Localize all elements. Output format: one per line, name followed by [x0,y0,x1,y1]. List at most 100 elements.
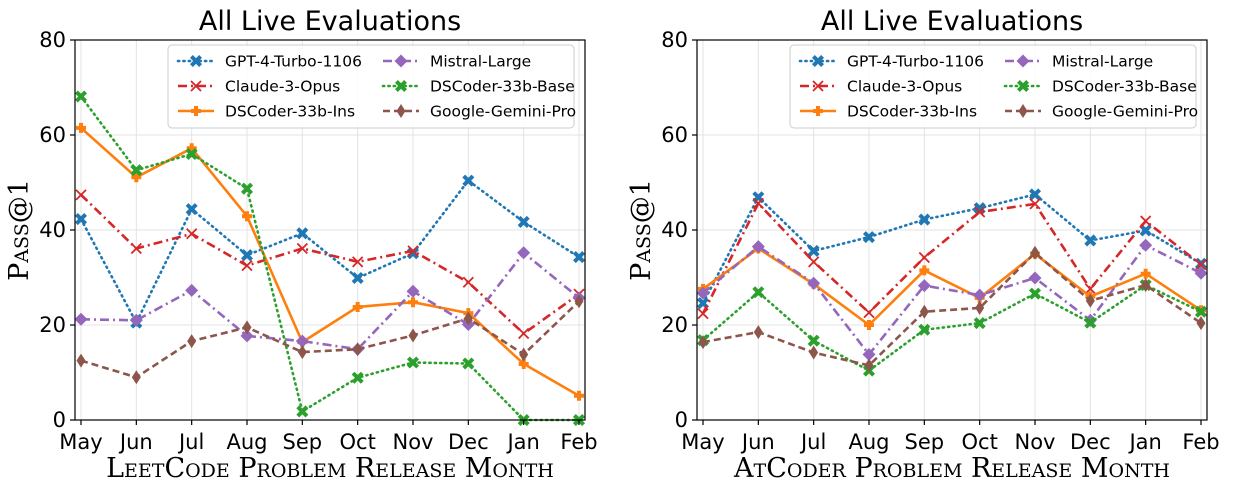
y-tick-label: 0 [675,408,688,432]
x-tick-label: Jan [1127,430,1161,454]
data-point [187,334,197,349]
data-point [1028,271,1042,285]
data-point [352,301,363,312]
data-point [973,288,987,302]
x-tick-label: Aug [226,430,267,454]
series-line [701,193,1203,305]
legend-marker [811,54,825,68]
chart-panel-leetcode: 0 20 40 60 80 May Jun Jul Aug Sep Oct Nov Dec Jan Feb A… [4,6,598,484]
legend-entry-dscoder-33b-base: DSCoder-33b-Base [1003,78,1197,96]
x-tick-label: Jun [118,430,153,454]
chart-title: All Live Evaluations [821,6,1083,37]
x-tick-label: Aug [848,430,889,454]
data-point [1140,215,1152,227]
data-point [864,320,874,330]
data-point [129,313,143,327]
data-point [130,242,142,255]
x-tick-label: Jun [740,430,775,454]
data-point [1139,238,1153,252]
data-point [517,246,531,260]
data-point [130,164,143,177]
data-point [75,189,87,201]
data-point [185,203,198,216]
legend-entry-google-gemini-pro: Google-Gemini-Pro [1005,103,1198,121]
data-point [807,244,820,257]
data-point [463,311,473,326]
data-point [74,213,88,226]
data-point [751,240,765,254]
x-tick-label: Feb [560,430,597,454]
legend-marker [189,54,203,68]
data-point [975,300,985,315]
x-tick-label: Feb [1182,430,1219,454]
series-line [702,251,1202,367]
x-tick-label: Oct [340,430,376,454]
series-google-gemini-pro [76,294,584,385]
legend: GPT-4-Turbo-1106 Claude-3-Opus DSCoder-33b… [167,44,576,129]
legend-marker [394,54,408,68]
x-tick-label: May [681,430,724,454]
data-point [408,328,418,343]
data-point [809,345,819,360]
data-point [808,256,820,268]
series-line [702,247,1202,327]
data-point [752,286,765,299]
legend-label: DSCoder-33b-Ins [847,103,977,121]
data-point [1196,316,1206,331]
data-point [295,334,309,348]
legend-marker [394,79,408,93]
data-point [807,276,821,290]
data-point [408,297,418,308]
series-line [701,202,1202,315]
series-mistral-large [74,246,586,356]
data-point [697,307,709,320]
data-point [185,283,199,297]
legend-label: Claude-3-Opus [847,78,962,96]
data-point [462,174,475,187]
plot-area [696,188,1208,377]
y-axis-label: Pass@1 [4,179,35,281]
legend-entry-gpt-4-turbo-1106: GPT-4-Turbo-1106 [798,53,984,71]
data-point [240,329,254,343]
legend: GPT-4-Turbo-1106 Claude-3-Opus DSCoder-33b… [789,44,1198,129]
legend-label: Mistral-Large [1052,53,1153,71]
y-tick-label: 20 [39,313,66,337]
data-point [76,122,86,133]
legend-label: GPT-4-Turbo-1106 [847,53,984,71]
data-point [862,231,876,244]
data-point [240,249,254,262]
x-axis-label: AtCoder Problem Release Month [733,453,1170,484]
y-tick-label: 80 [39,28,66,52]
legend-entry-mistral-large: Mistral-Large [383,53,531,71]
data-point [242,320,252,335]
legend-marker [813,106,823,116]
legend-entry-claude-3-opus: Claude-3-Opus [178,78,340,96]
series-line [80,300,580,379]
series-dscoder-33b-ins [698,243,1206,330]
series-line [79,179,581,324]
series-google-gemini-pro [698,245,1206,373]
data-point [1194,305,1208,318]
series-claude-3-opus [75,189,585,340]
x-tick-label: Jan [505,430,539,454]
data-point [240,182,254,195]
legend-entry-dscoder-33b-base: DSCoder-33b-Base [381,78,575,96]
data-point [74,312,88,326]
data-point [1029,198,1041,210]
series-gpt-4-turbo-1106 [74,174,586,329]
chart-panel-atcoder: 0 20 40 60 80 May Jun Jul Aug Sep Oct Nov Dec Jan Feb A… [626,6,1220,484]
legend-label: Mistral-Large [430,53,531,71]
series-line [79,95,581,422]
data-point [862,347,876,361]
data-point [406,356,420,369]
legend-entry-mistral-large: Mistral-Large [1005,53,1153,71]
x-tick-label: Nov [393,430,434,454]
legend-label: DSCoder-33b-Base [1052,78,1197,96]
data-point [1085,293,1095,308]
data-point [186,228,198,240]
legend-box [789,44,1197,129]
data-point [917,279,931,293]
data-point [241,259,253,272]
y-tick-label: 20 [661,313,688,337]
data-point [519,347,529,362]
